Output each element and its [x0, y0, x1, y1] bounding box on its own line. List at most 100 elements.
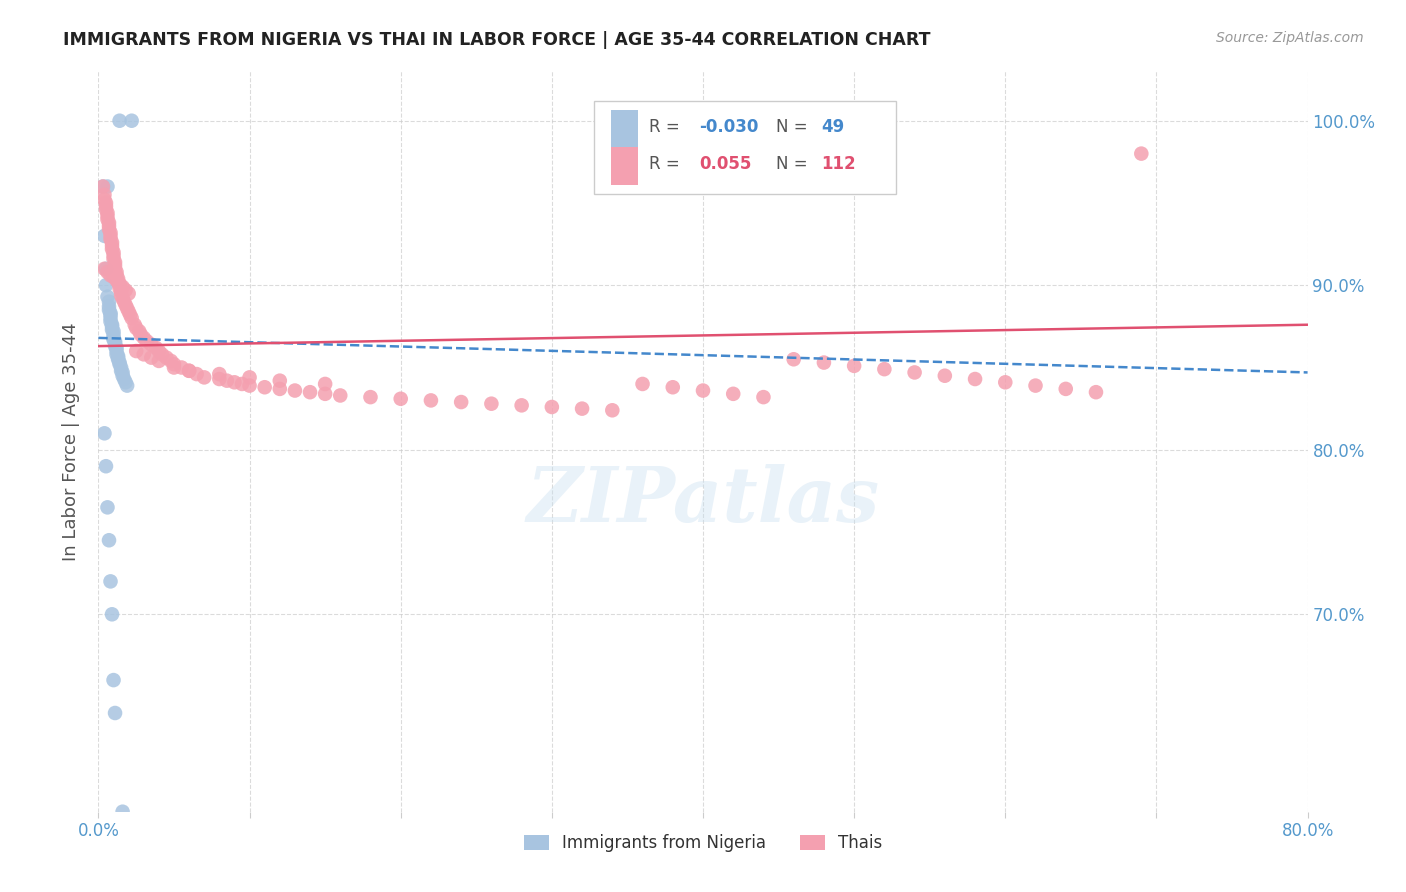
Point: [98, 222, 121, 236]
Point: [103, 252, 125, 266]
Point: [108, 277, 131, 291]
Point: [108, 281, 131, 295]
Point: [934, 368, 956, 383]
Point: [121, 311, 143, 326]
FancyBboxPatch shape: [612, 110, 638, 148]
Point: [94, 199, 117, 213]
Point: [104, 339, 127, 353]
Point: [104, 259, 127, 273]
Point: [179, 364, 201, 378]
Point: [631, 376, 654, 391]
Point: [186, 367, 208, 381]
Point: [783, 352, 806, 367]
Point: [141, 351, 163, 365]
Point: [98, 219, 121, 233]
Point: [104, 255, 127, 269]
Point: [135, 334, 157, 348]
Point: [179, 364, 201, 378]
Text: N =: N =: [776, 118, 813, 136]
Point: [844, 359, 866, 373]
Text: ZIPatlas: ZIPatlas: [526, 464, 880, 538]
Point: [101, 319, 124, 334]
Point: [98, 294, 121, 309]
Point: [105, 344, 128, 359]
Point: [132, 347, 155, 361]
Point: [101, 323, 124, 337]
Point: [96, 265, 118, 279]
Text: R =: R =: [648, 118, 685, 136]
Point: [163, 357, 186, 371]
Point: [103, 245, 125, 260]
Point: [105, 268, 128, 283]
Point: [1024, 378, 1046, 392]
FancyBboxPatch shape: [595, 101, 897, 194]
Point: [101, 235, 124, 250]
Point: [450, 395, 472, 409]
Point: [96, 500, 118, 515]
Point: [540, 400, 562, 414]
Point: [692, 384, 714, 398]
Point: [105, 265, 128, 279]
Point: [108, 355, 131, 369]
Text: N =: N =: [776, 155, 813, 173]
Point: [100, 232, 122, 246]
Point: [94, 202, 117, 217]
Text: R =: R =: [648, 155, 685, 173]
Point: [121, 113, 143, 128]
Point: [91, 179, 114, 194]
Point: [91, 179, 114, 194]
Text: 112: 112: [821, 155, 856, 173]
Point: [224, 376, 246, 390]
Point: [115, 301, 138, 316]
Point: [111, 366, 134, 380]
Text: IMMIGRANTS FROM NIGERIA VS THAI IN LABOR FORCE | AGE 35-44 CORRELATION CHART: IMMIGRANTS FROM NIGERIA VS THAI IN LABOR…: [63, 31, 931, 49]
Point: [108, 357, 131, 371]
Point: [155, 351, 177, 365]
Point: [141, 337, 163, 351]
Point: [253, 380, 276, 394]
FancyBboxPatch shape: [612, 147, 638, 186]
Point: [111, 805, 134, 819]
Point: [112, 372, 135, 386]
Point: [873, 362, 896, 376]
Point: [100, 306, 122, 320]
Point: [114, 283, 136, 297]
Point: [239, 378, 262, 392]
Point: [103, 333, 125, 347]
Point: [93, 426, 115, 441]
Point: [114, 376, 136, 390]
Point: [965, 372, 987, 386]
Point: [389, 392, 412, 406]
Point: [104, 706, 127, 720]
Point: [104, 334, 127, 348]
Y-axis label: In Labor Force | Age 35-44: In Labor Force | Age 35-44: [62, 322, 80, 561]
Point: [120, 308, 142, 322]
Point: [661, 380, 683, 394]
Point: [752, 390, 775, 404]
Point: [723, 387, 745, 401]
Point: [360, 390, 382, 404]
Point: [110, 364, 132, 378]
Point: [103, 249, 125, 263]
Point: [904, 366, 927, 380]
Point: [111, 280, 134, 294]
Point: [420, 393, 443, 408]
Point: [510, 398, 533, 412]
Point: [96, 179, 118, 194]
Point: [110, 288, 132, 302]
Point: [193, 370, 215, 384]
Point: [101, 242, 124, 256]
Point: [114, 298, 136, 312]
Text: Source: ZipAtlas.com: Source: ZipAtlas.com: [1216, 31, 1364, 45]
Point: [98, 533, 121, 548]
Point: [132, 331, 155, 345]
Point: [94, 459, 117, 474]
Point: [93, 193, 115, 207]
Point: [105, 347, 128, 361]
Point: [571, 401, 593, 416]
Point: [101, 239, 124, 253]
Point: [118, 304, 141, 318]
Point: [96, 290, 118, 304]
Point: [108, 113, 131, 128]
Point: [314, 387, 336, 401]
